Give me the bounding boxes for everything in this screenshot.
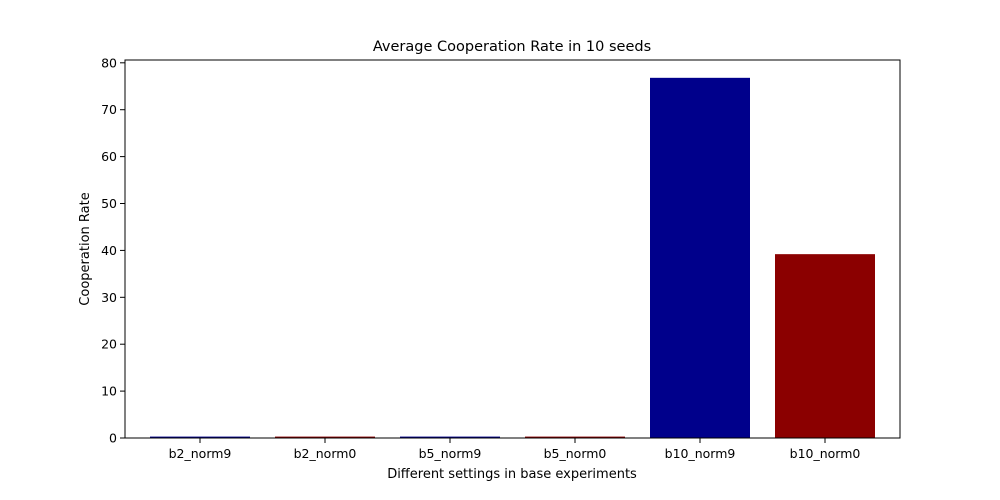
plot-frame [124, 59, 901, 439]
y-tick-label-50: 50 [101, 196, 117, 211]
y-tick-label-10: 10 [101, 384, 117, 399]
y-axis-label: Cooperation Rate [78, 192, 93, 305]
x-axis-label: Different settings in base experiments [387, 467, 637, 482]
x-axis: b2_norm9 b2_norm0 b5_norm9 b5_norm0 b10_norm… [169, 438, 861, 461]
x-tick-label-b5-norm9: b5_norm9 [419, 446, 482, 461]
x-tick-label-b2-norm0: b2_norm0 [294, 446, 357, 461]
y-tick-label-70: 70 [101, 102, 117, 117]
bar-b5-norm0 [525, 436, 625, 438]
bar-b2-norm0 [275, 436, 375, 438]
bar-b10-norm9 [650, 77, 750, 438]
y-tick-label-30: 30 [101, 290, 117, 305]
x-tick-label-b5-norm0: b5_norm0 [544, 446, 607, 461]
x-tick-label-b2-norm9: b2_norm9 [169, 446, 232, 461]
bar-b5-norm9 [400, 436, 500, 438]
y-tick-label-80: 80 [101, 55, 117, 70]
bars-layer [150, 77, 875, 438]
y-tick-label-0: 0 [109, 431, 117, 446]
y-tick-label-20: 20 [101, 337, 117, 352]
y-axis: 0 10 20 30 40 50 60 70 80 [101, 55, 125, 446]
chart-title: Average Cooperation Rate in 10 seeds [373, 39, 651, 55]
y-tick-label-60: 60 [101, 149, 117, 164]
y-tick-label-40: 40 [101, 243, 117, 258]
bar-b2-norm9 [150, 436, 250, 438]
bar-b10-norm0 [775, 254, 875, 438]
x-tick-label-b10-norm0: b10_norm0 [790, 446, 861, 461]
x-tick-label-b10-norm9: b10_norm9 [665, 446, 736, 461]
